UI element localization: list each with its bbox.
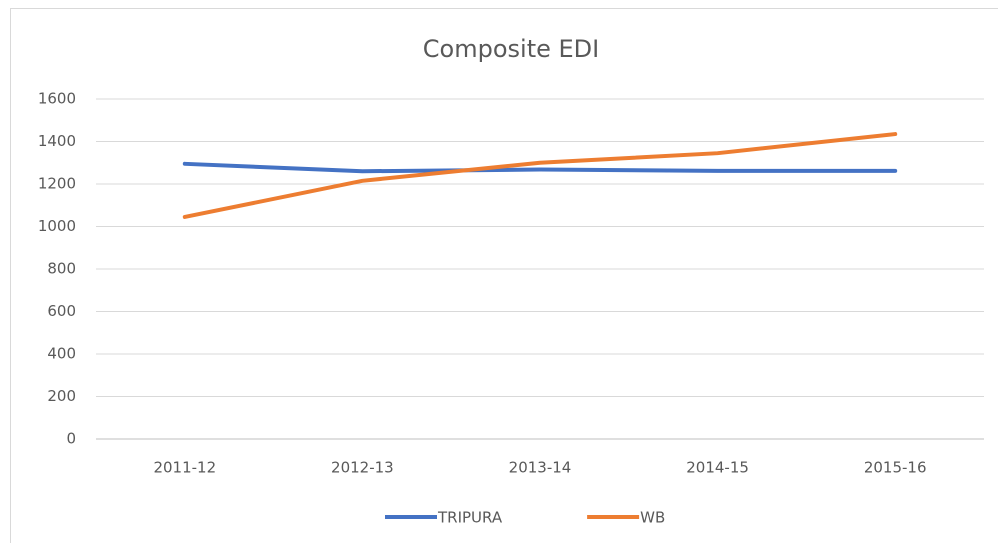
x-tick-label: 2013-14: [509, 459, 572, 477]
x-tick-label: 2012-13: [331, 459, 394, 477]
y-tick-label: 1200: [38, 175, 76, 193]
y-tick-label: 1400: [38, 132, 76, 150]
x-tick-label: 2015-16: [864, 459, 927, 477]
chart-title: Composite EDI: [423, 35, 599, 63]
x-tick-label: 2011-12: [153, 459, 216, 477]
y-tick-label: 0: [66, 430, 76, 448]
legend-label: WB: [640, 509, 665, 527]
y-tick-label: 400: [47, 345, 76, 363]
y-tick-label: 600: [47, 302, 76, 320]
legend-label: TRIPURA: [437, 509, 503, 527]
y-tick-label: 1000: [38, 217, 76, 235]
x-tick-label: 2014-15: [686, 459, 749, 477]
y-tick-label: 800: [47, 260, 76, 278]
series-line: [182, 132, 898, 219]
y-tick-label: 1600: [38, 90, 76, 108]
series-line: [182, 161, 898, 174]
chart-border: [10, 8, 998, 543]
y-tick-label: 200: [47, 387, 76, 405]
